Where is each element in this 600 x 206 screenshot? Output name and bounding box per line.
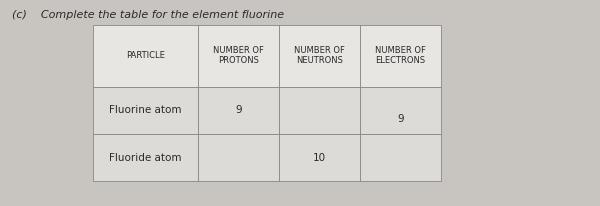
Text: NUMBER OF
PROTONS: NUMBER OF PROTONS xyxy=(213,46,264,65)
Bar xyxy=(279,134,360,181)
Bar xyxy=(360,87,441,134)
Bar xyxy=(360,25,441,87)
Text: NUMBER OF
ELECTRONS: NUMBER OF ELECTRONS xyxy=(375,46,426,65)
Bar xyxy=(198,134,279,181)
Bar xyxy=(279,25,360,87)
Bar xyxy=(198,87,279,134)
Text: Fluoride atom: Fluoride atom xyxy=(109,153,182,163)
Bar xyxy=(93,25,198,87)
Bar xyxy=(93,134,198,181)
Text: 10: 10 xyxy=(313,153,326,163)
Text: 9: 9 xyxy=(397,114,404,124)
Bar xyxy=(360,134,441,181)
Text: NUMBER OF
NEUTRONS: NUMBER OF NEUTRONS xyxy=(294,46,345,65)
Text: PARTICLE: PARTICLE xyxy=(126,51,165,60)
Text: (c)    Complete the table for the element fluorine: (c) Complete the table for the element f… xyxy=(12,10,284,20)
Bar xyxy=(93,87,198,134)
Text: 9: 9 xyxy=(235,105,242,115)
Text: Fluorine atom: Fluorine atom xyxy=(109,105,182,115)
Bar xyxy=(279,87,360,134)
Bar xyxy=(198,25,279,87)
